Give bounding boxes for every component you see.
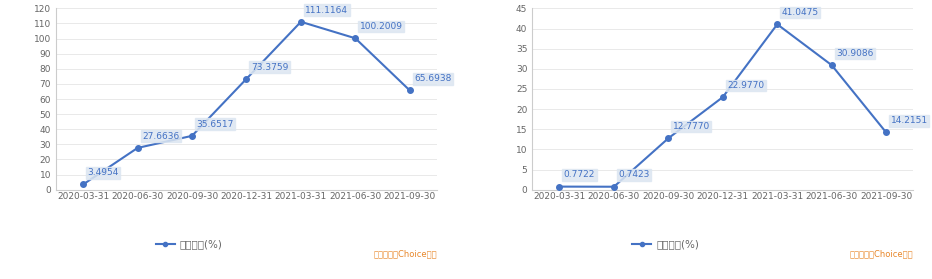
Text: 14.2151: 14.2151 [890, 116, 927, 125]
Text: 22.9770: 22.9770 [727, 81, 764, 90]
Text: 数据来源：Choice数据: 数据来源：Choice数据 [850, 250, 913, 259]
Text: 0.7722: 0.7722 [564, 170, 596, 179]
Legend: 同比增长(%): 同比增长(%) [152, 235, 226, 253]
Text: 数据来源：Choice数据: 数据来源：Choice数据 [374, 250, 437, 259]
Text: 41.0475: 41.0475 [782, 8, 818, 17]
Text: 65.6938: 65.6938 [414, 74, 451, 83]
Text: 35.6517: 35.6517 [197, 120, 234, 129]
Text: 12.7770: 12.7770 [673, 122, 710, 131]
Text: 100.2009: 100.2009 [360, 22, 403, 31]
Text: 0.7423: 0.7423 [618, 170, 650, 179]
Text: 111.1164: 111.1164 [306, 6, 349, 15]
Legend: 同比增长(%): 同比增长(%) [628, 235, 704, 253]
Text: 30.9086: 30.9086 [836, 49, 873, 58]
Text: 73.3759: 73.3759 [251, 62, 288, 72]
Text: 3.4954: 3.4954 [88, 168, 119, 177]
Text: 27.6636: 27.6636 [142, 132, 179, 141]
